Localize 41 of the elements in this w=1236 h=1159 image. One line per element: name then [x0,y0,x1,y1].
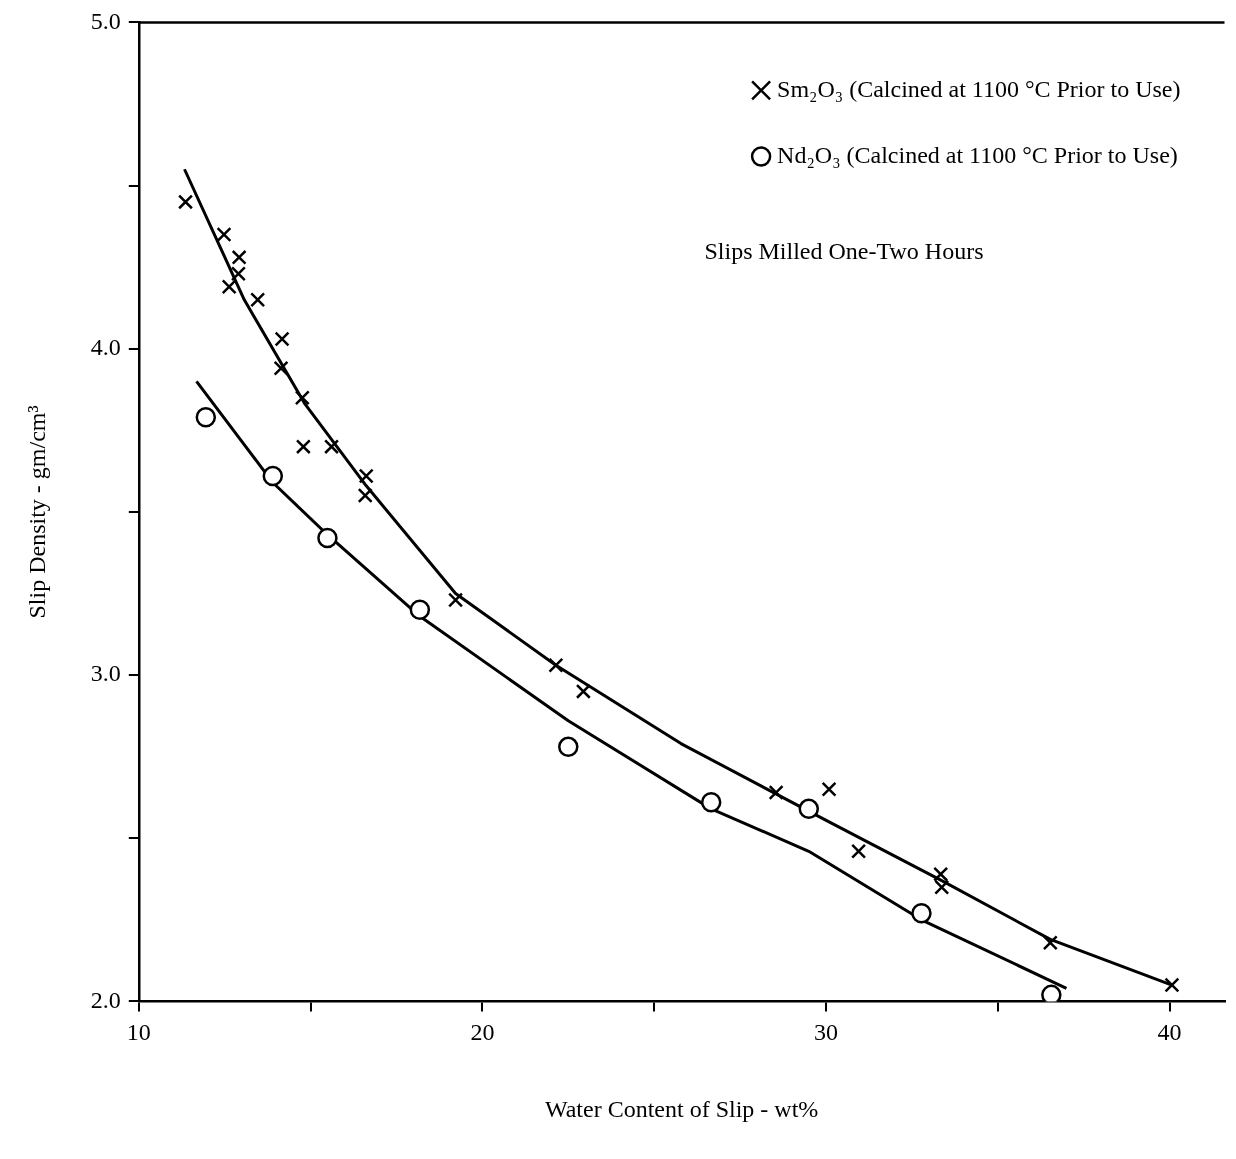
point [216,226,232,243]
point [548,657,564,673]
point [294,390,310,406]
point [323,439,340,455]
point [195,407,217,428]
point [1042,935,1058,951]
point [273,360,289,376]
point [850,843,867,859]
point [447,592,464,608]
point [821,781,837,797]
point [317,527,338,549]
point [177,194,194,210]
x-tick-label: 10 [126,1019,151,1046]
point [1041,984,1062,1002]
y-tick-label: 2.0 [90,986,121,1013]
x-tick-label: 40 [1157,1019,1182,1046]
y-tick-label: 3.0 [90,660,121,687]
y-tick-label: 5.0 [90,7,121,34]
annotation: Slips Milled One-Two Hours [704,237,984,264]
point [911,903,932,924]
point [700,792,722,813]
point [262,465,284,487]
point [575,683,591,699]
point [1164,977,1180,993]
point [295,439,311,455]
point [250,292,266,308]
point [768,784,784,801]
point [409,599,431,621]
legend-label: Nd₂O₃ (Calcined at 1100 °C Prior to Use) [777,141,1178,168]
point [558,736,579,758]
point [358,468,374,484]
point [798,798,820,820]
y-axis-title: Slip Density - gm/cm³ [23,405,50,619]
y-tick-label: 4.0 [90,334,121,361]
x-tick-label: 20 [470,1019,495,1046]
x-axis-title: Water Content of Slip - wt% [544,1095,819,1122]
point [274,331,290,347]
point [357,487,373,504]
x-tick-label: 30 [813,1019,838,1046]
legend-label: Sm₂O₃ (Calcined at 1100 °C Prior to Use) [777,75,1181,102]
point [221,279,237,295]
